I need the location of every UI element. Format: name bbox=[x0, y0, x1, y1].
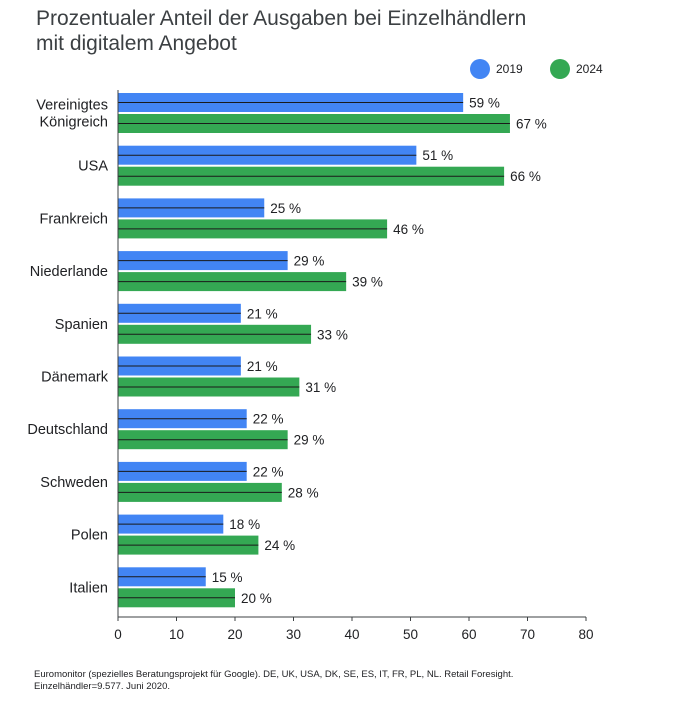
x-tick-label: 50 bbox=[403, 627, 418, 642]
x-tick-label: 70 bbox=[520, 627, 535, 642]
legend-label-2019: 2019 bbox=[496, 62, 523, 76]
data-label: 24 % bbox=[264, 538, 295, 553]
data-label: 66 % bbox=[510, 169, 541, 184]
data-label: 15 % bbox=[212, 570, 243, 585]
category-label: Frankreich bbox=[40, 211, 109, 227]
category-label: Polen bbox=[71, 528, 108, 544]
data-label: 22 % bbox=[253, 412, 284, 427]
data-label: 29 % bbox=[294, 254, 325, 269]
source-line-2: Einzelhändler=9.577. Juni 2020. bbox=[34, 681, 171, 692]
data-label: 33 % bbox=[317, 327, 348, 342]
data-label: 67 % bbox=[516, 117, 547, 132]
x-tick-label: 30 bbox=[286, 627, 301, 642]
legend-item-2019: 2019 bbox=[470, 59, 523, 79]
category-label: Schweden bbox=[40, 475, 108, 491]
x-tick-label: 80 bbox=[578, 627, 593, 642]
category-label: Niederlande bbox=[30, 264, 108, 280]
category-label: Spanien bbox=[55, 317, 108, 333]
x-tick-label: 0 bbox=[114, 627, 122, 642]
x-tick-label: 10 bbox=[169, 627, 184, 642]
source-note: Euromonitor (spezielles Beratungsprojekt… bbox=[34, 669, 513, 693]
data-label: 28 % bbox=[288, 485, 319, 500]
category-label: Vereinigtes bbox=[36, 98, 108, 114]
data-label: 22 % bbox=[253, 464, 284, 479]
category-label: Dänemark bbox=[41, 370, 109, 386]
data-label: 51 % bbox=[422, 148, 453, 163]
category-label: USA bbox=[78, 159, 108, 175]
data-label: 18 % bbox=[229, 517, 260, 532]
data-label: 29 % bbox=[294, 433, 325, 448]
data-label: 20 % bbox=[241, 591, 272, 606]
category-label: Italien bbox=[69, 580, 108, 596]
x-tick-label: 20 bbox=[227, 627, 242, 642]
legend-label-2024: 2024 bbox=[576, 62, 603, 76]
category-label: Deutschland bbox=[27, 422, 108, 438]
chart-title-line-2: mit digitalem Angebot bbox=[36, 32, 237, 55]
chart-title-line-1: Prozentualer Anteil der Ausgaben bei Ein… bbox=[36, 7, 527, 30]
data-label: 25 % bbox=[270, 201, 301, 216]
data-label: 39 % bbox=[352, 275, 383, 290]
legend-swatch-2019 bbox=[470, 59, 490, 79]
source-line-1: Euromonitor (spezielles Beratungsprojekt… bbox=[34, 669, 514, 680]
data-label: 31 % bbox=[305, 380, 336, 395]
category-label: Königreich bbox=[39, 115, 108, 131]
data-label: 59 % bbox=[469, 96, 500, 111]
x-tick-label: 40 bbox=[344, 627, 359, 642]
legend-item-2024: 2024 bbox=[550, 59, 603, 79]
data-label: 46 % bbox=[393, 222, 424, 237]
legend-swatch-2024 bbox=[550, 59, 570, 79]
chart-title: Prozentualer Anteil der Ausgaben bei Ein… bbox=[36, 6, 636, 56]
x-tick-label: 60 bbox=[461, 627, 476, 642]
data-label: 21 % bbox=[247, 306, 278, 321]
data-label: 21 % bbox=[247, 359, 278, 374]
